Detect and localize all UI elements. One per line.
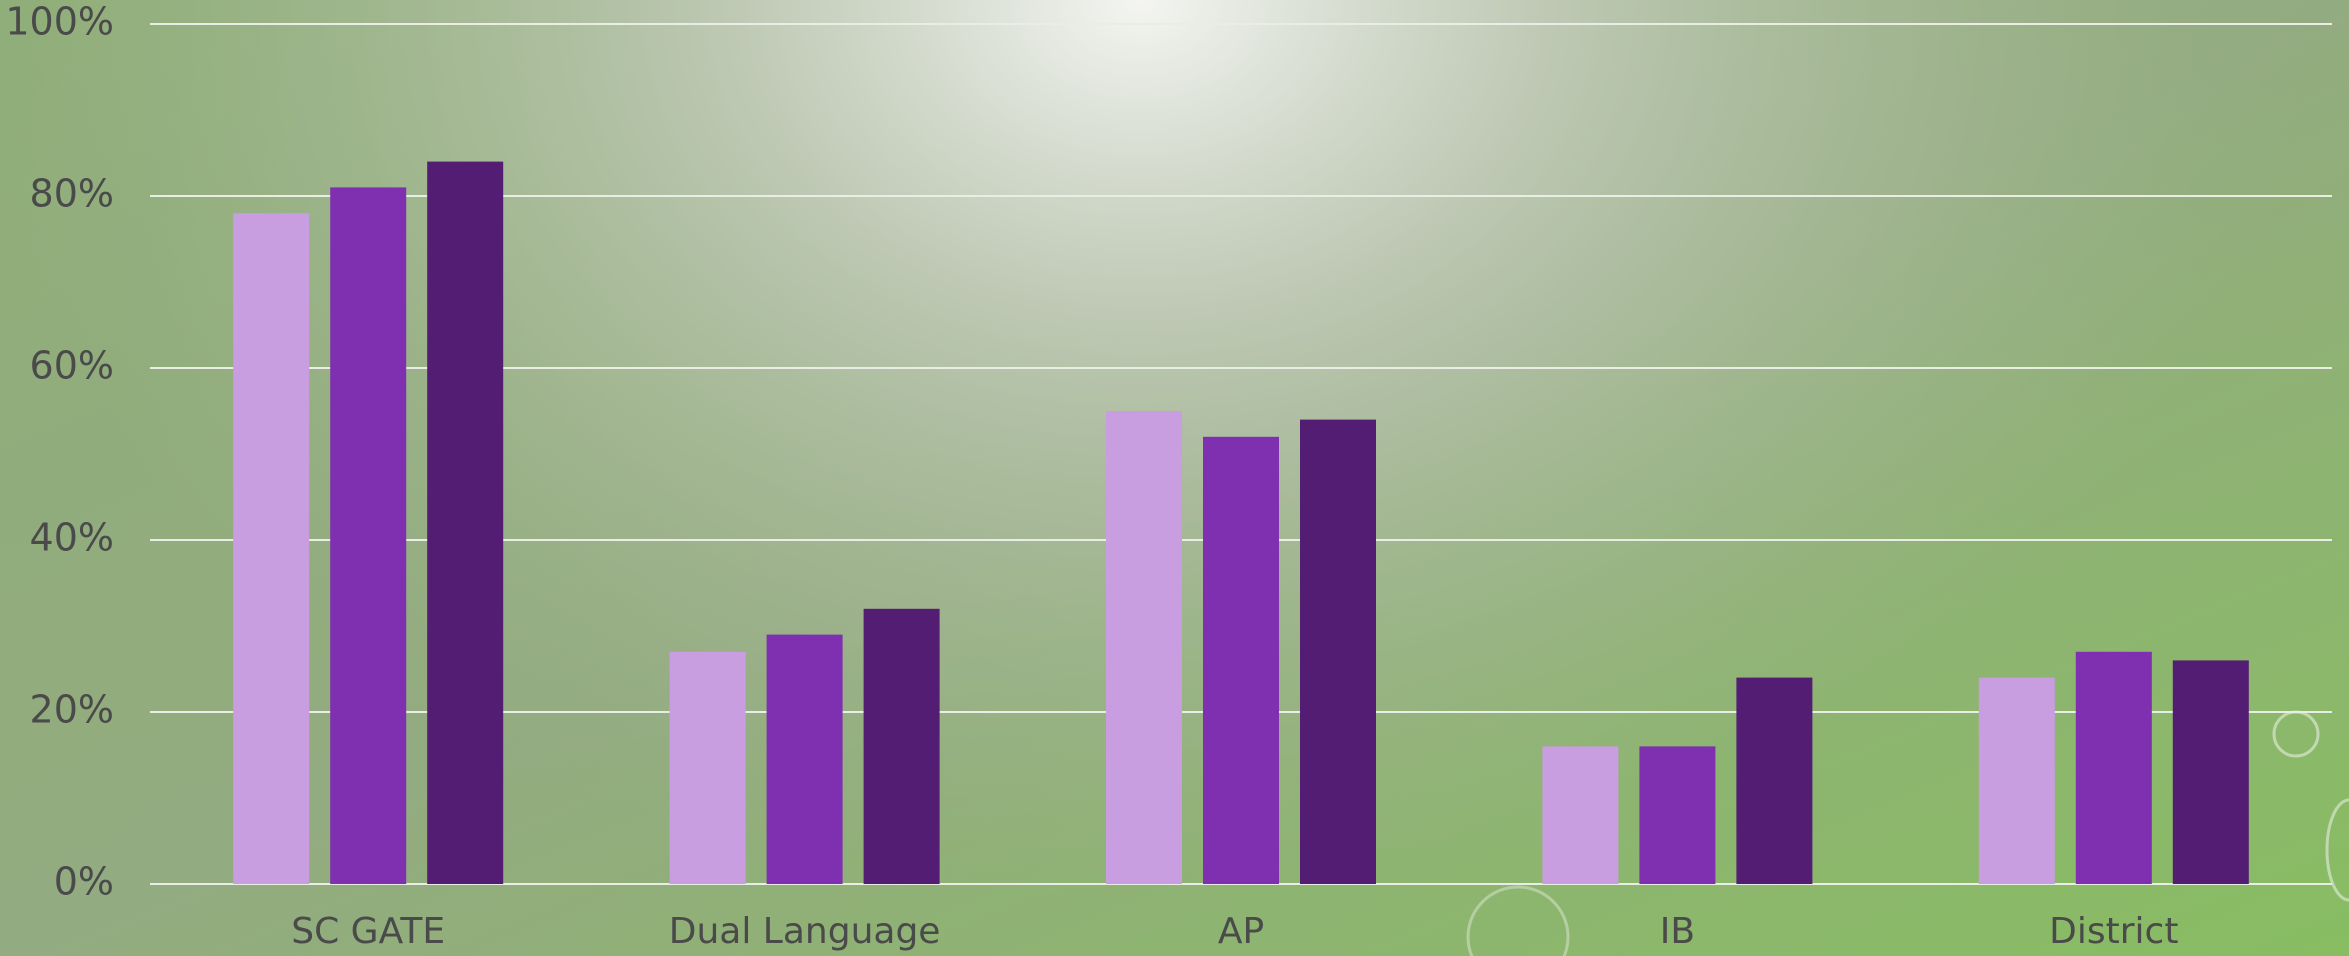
page: {"chart_data": { "type": "bar", "categor… bbox=[0, 0, 2349, 956]
bar bbox=[767, 635, 843, 884]
bar bbox=[1106, 411, 1182, 884]
y-tick-label: 20% bbox=[30, 688, 114, 732]
bar bbox=[2173, 660, 2249, 884]
y-tick-label: 40% bbox=[30, 516, 114, 560]
bar bbox=[427, 162, 503, 884]
bar bbox=[1203, 437, 1279, 884]
x-tick-label: Dual Language bbox=[669, 911, 941, 952]
bar bbox=[233, 213, 309, 884]
x-tick-label: SC GATE bbox=[291, 911, 445, 952]
bar bbox=[864, 609, 940, 884]
x-tick-label: IB bbox=[1660, 911, 1695, 952]
bar bbox=[1979, 678, 2055, 884]
bar bbox=[2076, 652, 2152, 884]
y-tick-label: 80% bbox=[30, 172, 114, 216]
x-tick-label: AP bbox=[1218, 911, 1264, 952]
bar bbox=[1639, 746, 1715, 884]
bar bbox=[1542, 746, 1618, 884]
bar bbox=[330, 187, 406, 884]
y-tick-label: 100% bbox=[5, 0, 114, 44]
x-tick-label: District bbox=[2049, 911, 2178, 952]
bar bbox=[1736, 678, 1812, 884]
bar bbox=[1300, 420, 1376, 884]
y-tick-label: 60% bbox=[30, 344, 114, 388]
chart: 0% 20% 40% 60% 80% 100% SC GATE Dual Language AP… bbox=[0, 0, 2349, 956]
y-tick-label: 0% bbox=[54, 860, 114, 904]
bar bbox=[670, 652, 746, 884]
